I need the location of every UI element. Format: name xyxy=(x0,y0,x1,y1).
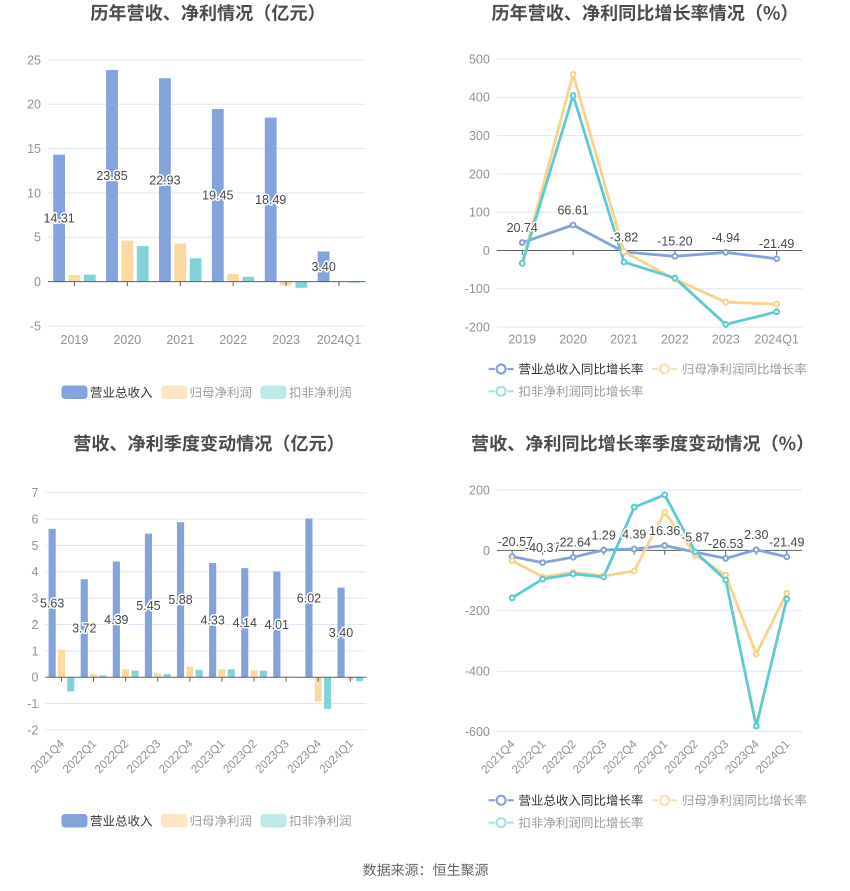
svg-text:-21.49: -21.49 xyxy=(769,535,804,549)
svg-text:-3.82: -3.82 xyxy=(610,230,639,244)
svg-text:2023: 2023 xyxy=(272,333,300,347)
svg-text:4.01: 4.01 xyxy=(265,618,289,632)
svg-text:2020: 2020 xyxy=(559,332,587,346)
svg-text:7: 7 xyxy=(31,486,38,500)
svg-text:-5: -5 xyxy=(30,319,41,333)
svg-text:5.63: 5.63 xyxy=(40,596,64,610)
svg-text:0: 0 xyxy=(34,275,41,289)
svg-text:4.39: 4.39 xyxy=(104,613,128,627)
svg-text:2019: 2019 xyxy=(61,333,89,347)
svg-text:-400: -400 xyxy=(465,665,490,679)
svg-text:-20.57: -20.57 xyxy=(498,535,533,549)
svg-text:5.45: 5.45 xyxy=(136,599,160,613)
svg-text:0: 0 xyxy=(483,544,490,558)
svg-text:3.72: 3.72 xyxy=(72,622,96,636)
svg-text:2021: 2021 xyxy=(166,333,194,347)
svg-text:-22.64: -22.64 xyxy=(555,536,590,550)
svg-text:15: 15 xyxy=(27,142,41,156)
svg-text:4.39: 4.39 xyxy=(622,527,646,541)
svg-text:300: 300 xyxy=(469,129,490,143)
svg-text:-2: -2 xyxy=(27,723,38,737)
svg-text:2022: 2022 xyxy=(219,333,247,347)
svg-text:5: 5 xyxy=(31,539,38,553)
svg-text:0: 0 xyxy=(31,671,38,685)
svg-text:20: 20 xyxy=(27,98,41,112)
svg-text:4: 4 xyxy=(31,565,38,579)
svg-text:-21.49: -21.49 xyxy=(759,237,794,251)
svg-text:3.40: 3.40 xyxy=(329,626,353,640)
svg-text:-4.94: -4.94 xyxy=(712,231,741,245)
svg-text:1: 1 xyxy=(31,644,38,658)
svg-text:-15.20: -15.20 xyxy=(657,235,692,249)
svg-text:14.31: 14.31 xyxy=(43,212,74,226)
svg-text:22.93: 22.93 xyxy=(149,173,180,187)
svg-text:-100: -100 xyxy=(465,282,490,296)
svg-text:2.30: 2.30 xyxy=(744,528,768,542)
svg-text:3.40: 3.40 xyxy=(311,260,335,274)
svg-text:2022: 2022 xyxy=(661,332,689,346)
svg-text:10: 10 xyxy=(27,186,41,200)
svg-text:0: 0 xyxy=(483,244,490,258)
svg-text:-600: -600 xyxy=(465,725,490,739)
svg-text:200: 200 xyxy=(469,483,490,497)
svg-text:100: 100 xyxy=(469,206,490,220)
svg-text:-200: -200 xyxy=(465,321,490,335)
svg-text:20.74: 20.74 xyxy=(507,221,538,235)
svg-text:6.02: 6.02 xyxy=(297,591,321,605)
svg-text:-1: -1 xyxy=(27,697,38,711)
svg-text:1.29: 1.29 xyxy=(592,528,616,542)
svg-text:200: 200 xyxy=(469,167,490,181)
svg-text:16.36: 16.36 xyxy=(649,524,680,538)
svg-text:6: 6 xyxy=(31,513,38,527)
svg-text:-40.37: -40.37 xyxy=(525,541,560,555)
svg-text:2021: 2021 xyxy=(610,332,638,346)
svg-text:23.85: 23.85 xyxy=(96,169,127,183)
svg-text:500: 500 xyxy=(469,52,490,66)
svg-text:400: 400 xyxy=(469,91,490,105)
svg-text:18.49: 18.49 xyxy=(255,193,286,207)
svg-text:2020: 2020 xyxy=(113,333,141,347)
svg-text:-26.53: -26.53 xyxy=(708,537,743,551)
svg-text:2024Q1: 2024Q1 xyxy=(317,333,362,347)
svg-text:-200: -200 xyxy=(465,604,490,618)
svg-text:4.14: 4.14 xyxy=(233,616,257,630)
svg-text:5.88: 5.88 xyxy=(168,593,192,607)
svg-text:2023: 2023 xyxy=(712,332,740,346)
svg-text:19.45: 19.45 xyxy=(202,189,233,203)
svg-text:4.33: 4.33 xyxy=(200,614,224,628)
svg-text:2024Q1: 2024Q1 xyxy=(754,332,799,346)
svg-text:25: 25 xyxy=(27,53,41,67)
svg-text:-5.87: -5.87 xyxy=(681,531,710,545)
svg-text:5: 5 xyxy=(34,231,41,245)
svg-text:3: 3 xyxy=(31,592,38,606)
svg-text:66.61: 66.61 xyxy=(557,203,588,217)
svg-text:2019: 2019 xyxy=(508,332,536,346)
svg-text:2: 2 xyxy=(31,618,38,632)
